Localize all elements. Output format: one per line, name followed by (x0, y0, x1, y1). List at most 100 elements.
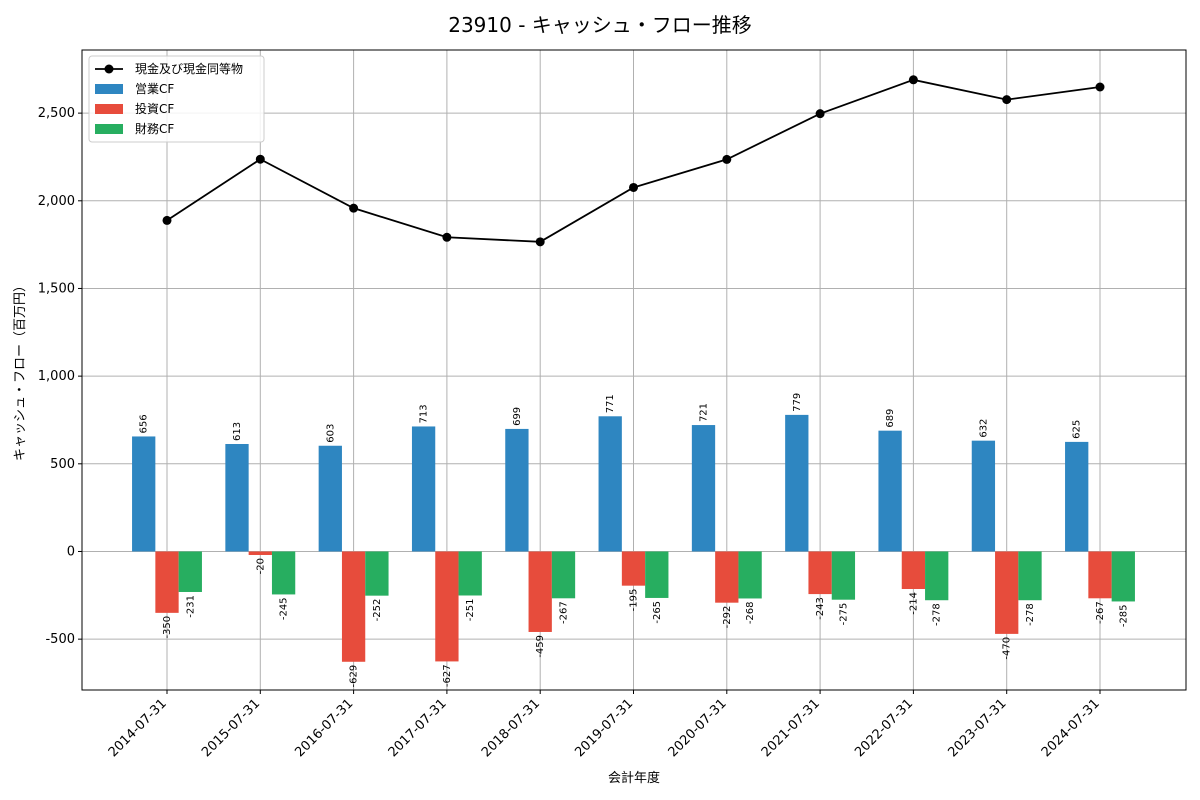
legend-label: 投資CF (135, 101, 174, 116)
bar-投資CF (341, 551, 366, 662)
bar-value-label: 713 (419, 404, 430, 423)
bar-value-label: -20 (255, 558, 266, 574)
bar-value-label: -195 (629, 589, 640, 612)
bar-value-label: -245 (279, 597, 290, 620)
cash-equivalents-point (908, 75, 918, 85)
x-tick-label: 2022-07-31 (852, 696, 916, 760)
bar-value-label: 721 (699, 403, 710, 422)
bar-value-label: 625 (1072, 420, 1083, 439)
bar-投資CF (995, 551, 1019, 634)
y-axis-ticks: -500 0 500 1,000 1,500 2,000 2,500 (38, 106, 82, 647)
bar-営業CF (878, 430, 902, 552)
bar-投資CF (621, 551, 646, 586)
bar-投資CF (808, 551, 832, 595)
y-tick-label: -500 (45, 632, 75, 647)
bar-value-label: 689 (885, 409, 896, 428)
bar-財務CF (458, 551, 482, 596)
bar-value-label: -292 (722, 606, 733, 629)
bar-財務CF (925, 551, 949, 601)
legend-bar-swatch (95, 124, 123, 134)
x-tick-label: 2020-07-31 (666, 696, 730, 760)
bar-営業CF (132, 436, 156, 552)
bar-財務CF (1018, 551, 1042, 601)
y-tick-label: 2,000 (38, 194, 75, 209)
cash-equivalents-point (442, 232, 452, 242)
x-tick-label: 2018-07-31 (479, 696, 543, 760)
bar-value-label: -278 (932, 603, 943, 626)
bar-財務CF (738, 551, 762, 599)
cash-equivalents-point (815, 109, 825, 119)
legend-label: 財務CF (135, 121, 174, 136)
legend-bar-swatch (95, 84, 123, 94)
bar-value-label: -350 (162, 616, 173, 639)
bar-value-label: -459 (535, 635, 546, 658)
bar-value-label: 779 (792, 393, 803, 412)
bar-財務CF (365, 551, 389, 596)
x-axis-ticks: 2014-07-31 2015-07-31 2016-07-31 2017-07-31… (106, 690, 1103, 760)
bar-営業CF (971, 440, 996, 552)
cash-equivalents-point (349, 203, 359, 213)
bar-投資CF (528, 551, 552, 632)
bar-value-label: -275 (838, 603, 849, 626)
bar-投資CF (1088, 551, 1112, 599)
legend-label: 営業CF (135, 82, 174, 96)
bar-財務CF (178, 551, 202, 592)
bar-value-label: -231 (185, 595, 196, 618)
bar-value-label: 656 (139, 414, 150, 433)
bar-財務CF (645, 551, 669, 598)
bar-value-label: -252 (372, 599, 383, 622)
legend-marker (104, 64, 114, 74)
bar-営業CF (505, 428, 529, 552)
x-tick-label: 2023-07-31 (945, 696, 1009, 760)
bar-営業CF (225, 443, 249, 552)
bar-営業CF (318, 445, 342, 552)
x-tick-label: 2024-07-31 (1039, 696, 1103, 760)
bar-営業CF (785, 414, 809, 552)
bar-営業CF (691, 425, 716, 552)
bar-value-label: 603 (325, 424, 336, 443)
bar-value-label: -268 (745, 601, 756, 624)
bar-value-label: 771 (605, 394, 616, 413)
legend-label: 現金及び現金同等物 (135, 61, 243, 76)
y-tick-label: 2,500 (38, 106, 75, 121)
bar-営業CF (411, 426, 436, 552)
cash-equivalents-point (535, 237, 545, 247)
bar-value-label: -285 (1118, 604, 1129, 627)
cash-equivalents-point (1095, 82, 1105, 92)
x-tick-label: 2017-07-31 (386, 696, 450, 760)
x-tick-label: 2015-07-31 (199, 696, 263, 760)
bar-value-label: -267 (1095, 601, 1106, 624)
bar-value-label: -627 (442, 664, 453, 687)
bar-投資CF (435, 551, 459, 662)
bar-投資CF (155, 551, 179, 613)
bar-value-label: -278 (1025, 603, 1036, 626)
cash-equivalents-point (255, 154, 265, 164)
bar-営業CF (598, 416, 622, 552)
y-tick-label: 1,000 (38, 369, 75, 384)
legend-bar-swatch (95, 104, 123, 114)
bar-財務CF (551, 551, 576, 599)
cash-equivalents-point (722, 154, 732, 164)
cash-equivalents-point (1002, 95, 1012, 105)
x-tick-label: 2016-07-31 (292, 696, 356, 760)
y-tick-label: 0 (67, 544, 75, 559)
bar-財務CF (831, 551, 856, 600)
bar-value-label: -267 (559, 601, 570, 624)
x-axis-label: 会計年度 (608, 770, 660, 786)
bar-投資CF (901, 551, 926, 590)
bar-value-label: -251 (465, 598, 476, 621)
x-tick-label: 2019-07-31 (572, 696, 636, 760)
bar-value-label: -470 (1002, 637, 1013, 660)
bar-営業CF (1065, 441, 1089, 552)
y-tick-label: 500 (50, 457, 75, 472)
bar-value-label: 699 (512, 407, 523, 426)
bar-value-label: -265 (652, 601, 663, 624)
line-layer (162, 75, 1105, 247)
cash-equivalents-point (162, 215, 172, 225)
bar-labels-layer: 656 613 603 713 699 771 721 779 689 632 625 -350 -20… (139, 393, 1130, 688)
bar-value-label: 613 (232, 422, 243, 441)
bar-value-label: -214 (908, 592, 919, 615)
legend-box (88, 55, 265, 143)
bar-value-label: -629 (349, 665, 360, 688)
